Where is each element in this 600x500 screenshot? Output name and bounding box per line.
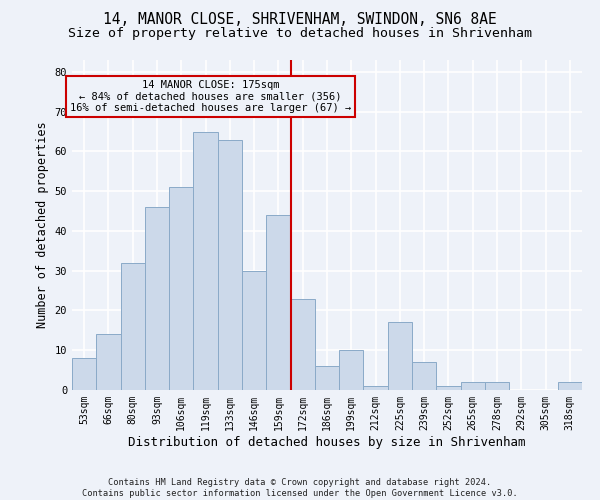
Bar [218,140,242,390]
X-axis label: Distribution of detached houses by size in Shrivenham: Distribution of detached houses by size … [128,436,526,448]
Bar [461,382,485,390]
Bar [436,386,461,390]
Bar [315,366,339,390]
Y-axis label: Number of detached properties: Number of detached properties [36,122,49,328]
Bar [266,215,290,390]
Bar [290,298,315,390]
Text: Contains HM Land Registry data © Crown copyright and database right 2024.
Contai: Contains HM Land Registry data © Crown c… [82,478,518,498]
Bar [558,382,582,390]
Bar [72,358,96,390]
Bar [388,322,412,390]
Bar [169,187,193,390]
Bar [121,263,145,390]
Bar [339,350,364,390]
Text: 14, MANOR CLOSE, SHRIVENHAM, SWINDON, SN6 8AE: 14, MANOR CLOSE, SHRIVENHAM, SWINDON, SN… [103,12,497,28]
Bar [96,334,121,390]
Bar [242,270,266,390]
Bar [364,386,388,390]
Bar [412,362,436,390]
Bar [485,382,509,390]
Bar [145,207,169,390]
Bar [193,132,218,390]
Text: 14 MANOR CLOSE: 175sqm
← 84% of detached houses are smaller (356)
16% of semi-de: 14 MANOR CLOSE: 175sqm ← 84% of detached… [70,80,351,113]
Text: Size of property relative to detached houses in Shrivenham: Size of property relative to detached ho… [68,28,532,40]
